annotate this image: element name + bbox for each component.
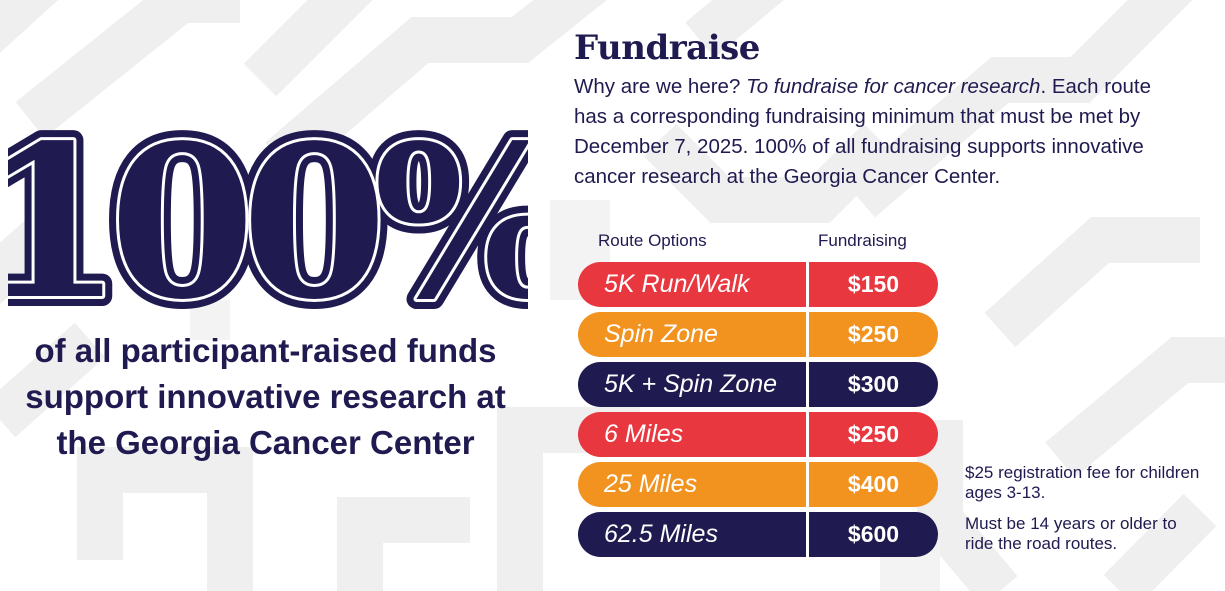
age-requirement-note: Must be 14 years or older to ride the ro… [965,514,1177,553]
fundraising-amount: $600 [847,521,900,547]
route-name: Spin Zone [604,320,718,348]
registration-fee-note: $25 registration fee for children ages 3… [965,463,1200,502]
table-row: Spin Zone $250 [578,312,938,357]
row-divider [806,312,809,357]
big-percent-graphic: 100% 100% [8,118,528,318]
intro-rest: . Each route has a corresponding fundrai… [574,75,1151,188]
intro-emphasis: To fundraise for cancer research [746,75,1041,98]
intro-lead: Why are we here? [574,75,747,98]
route-name: 6 Miles [604,420,684,448]
table-row: 6 Miles $250 [578,412,938,457]
row-divider [806,462,809,507]
fundraising-amount: $250 [847,321,900,347]
route-notes: $25 registration fee for children ages 3… [965,463,1205,565]
hero-caption: of all participant-raised funds support … [25,332,506,461]
big-percent-text: 100% [8,118,528,318]
row-divider [806,512,809,557]
big-percent-outline: 100% [8,118,528,318]
row-divider [806,412,809,457]
row-divider [806,262,809,307]
table-row: 62.5 Miles $600 [578,512,938,557]
table-row: 25 Miles $400 [578,462,938,507]
table-row: 5K Run/Walk $150 [578,262,938,307]
route-options-header: Route Options [598,231,707,250]
table-row: 5K + Spin Zone $300 [578,362,938,407]
fundraising-amount: $150 [847,271,900,297]
fundraising-header: Fundraising [818,231,907,250]
fundraising-amount: $400 [847,471,900,497]
route-name: 5K + Spin Zone [604,370,778,398]
fundraising-amount: $250 [847,421,900,447]
route-name: 25 Miles [604,470,698,498]
fundraise-title: Fundraise [574,28,760,68]
route-name: 5K Run/Walk [604,270,750,298]
route-table: 5K Run/Walk $150 Spin Zone $250 5K + Spi… [578,262,938,562]
row-divider [806,362,809,407]
route-name: 62.5 Miles [604,520,718,548]
fundraise-intro: Why are we here? To fundraise for cancer… [574,72,1174,192]
fundraising-amount: $300 [847,371,900,397]
